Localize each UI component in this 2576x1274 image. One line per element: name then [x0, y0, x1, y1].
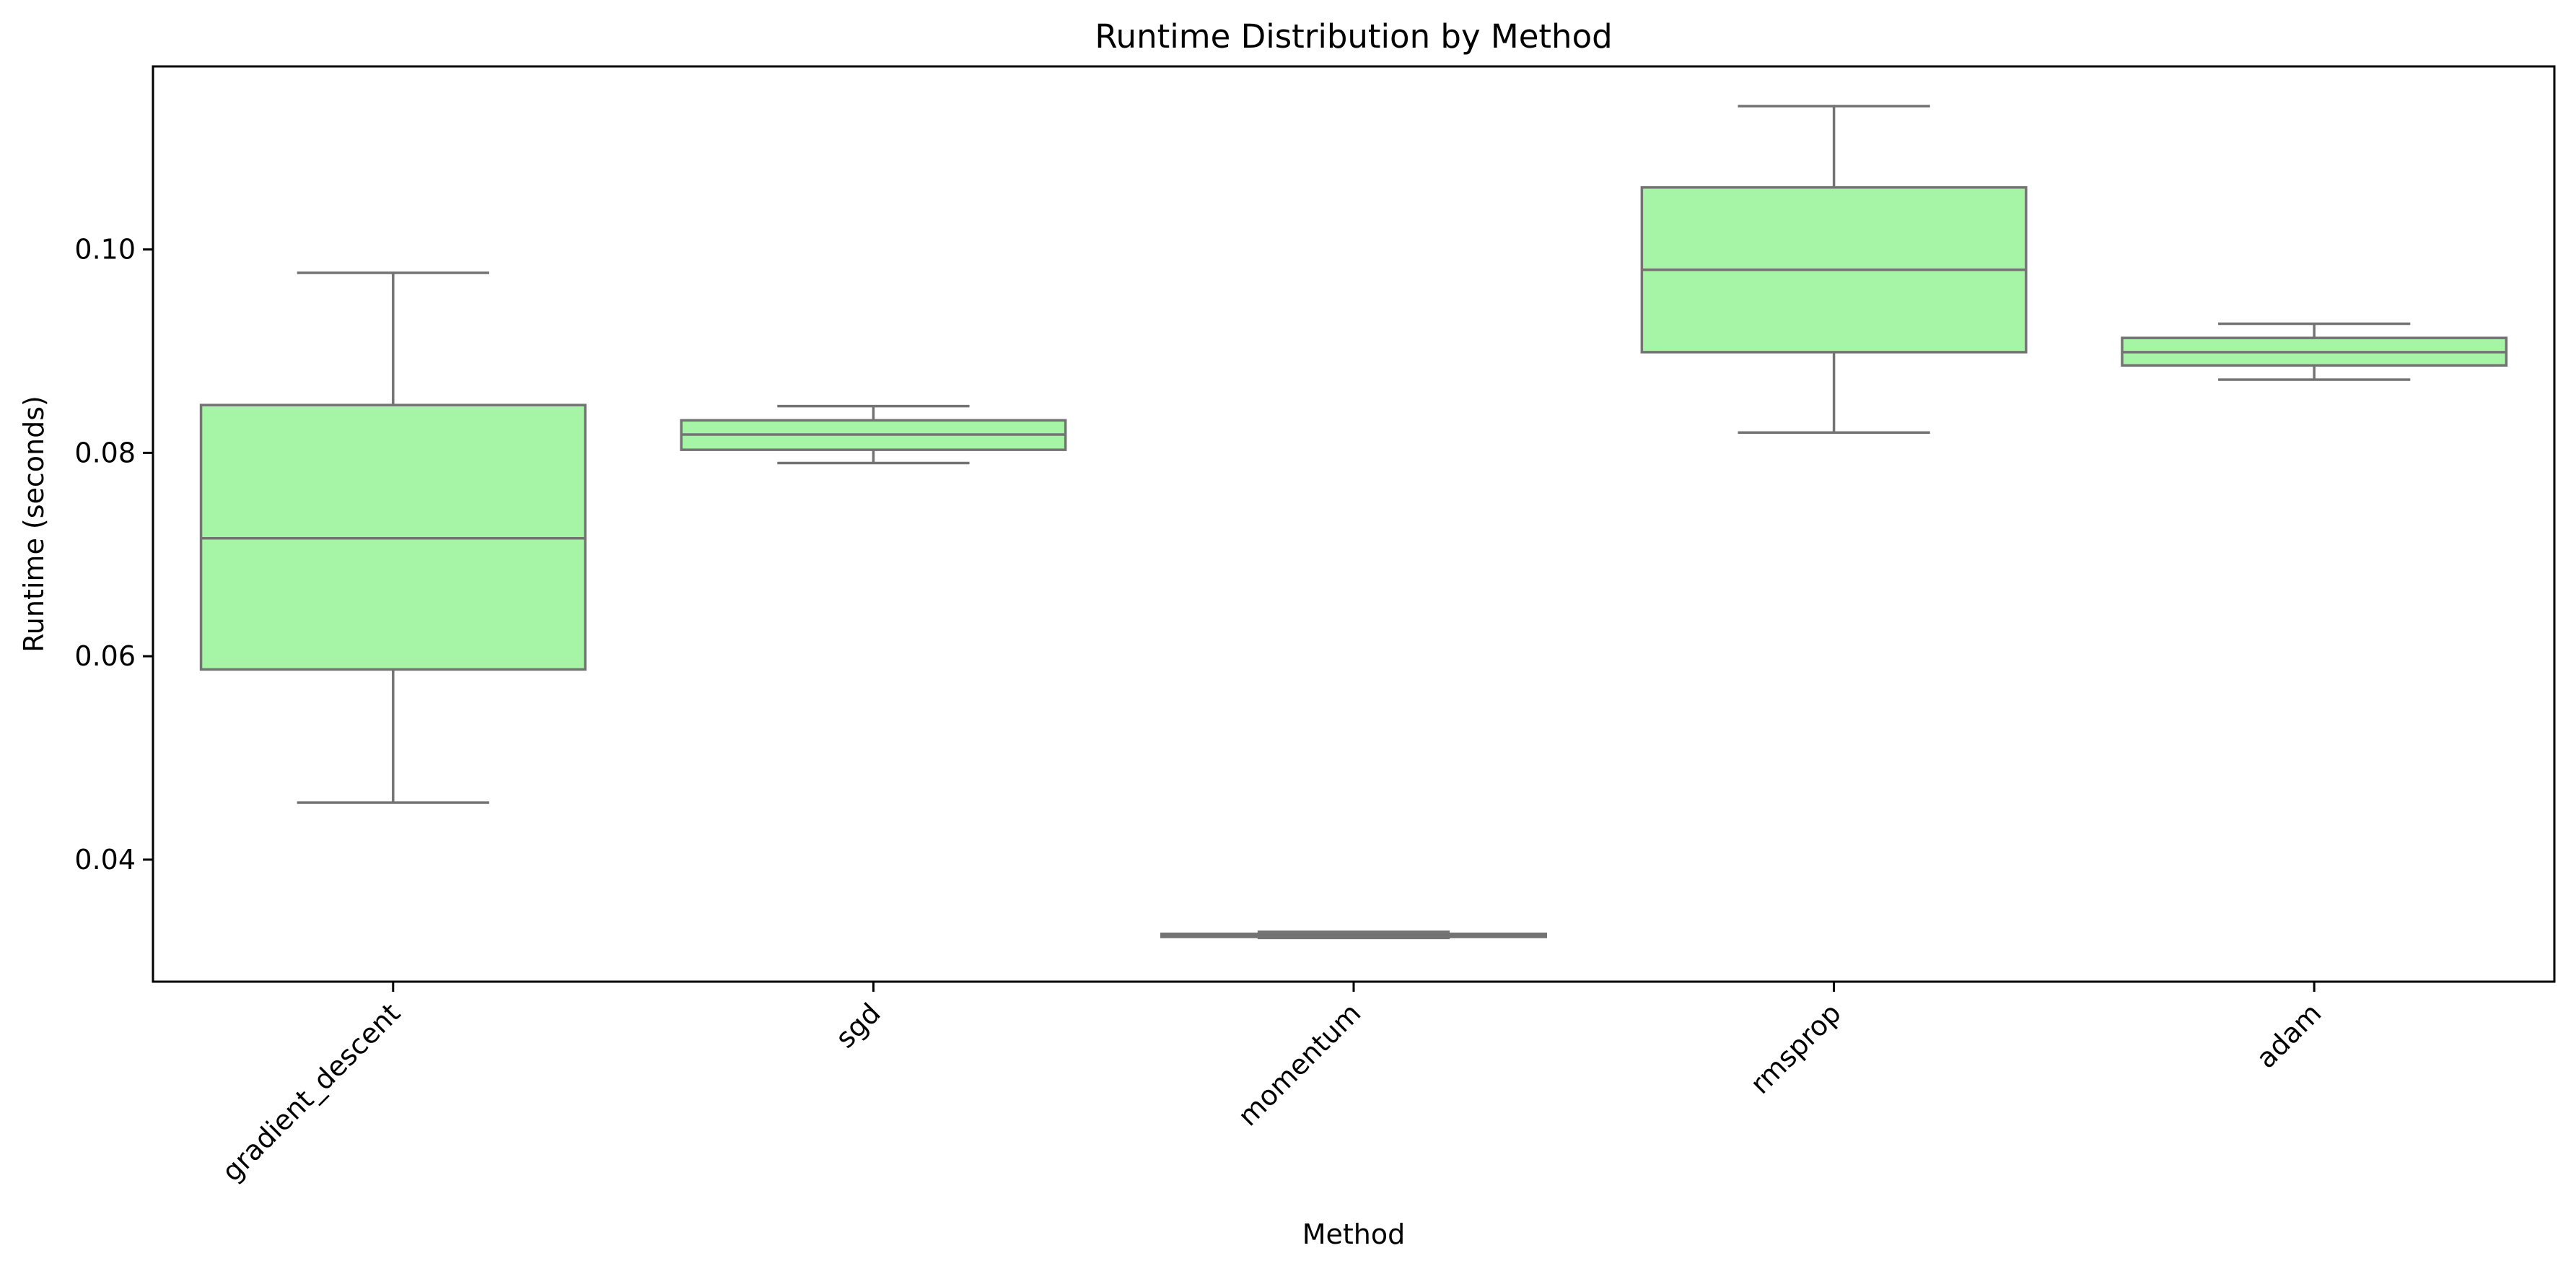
y-tick-label: 0.04: [74, 844, 136, 876]
y-tick-label: 0.10: [74, 234, 136, 266]
x-tick-label: momentum: [1232, 997, 1367, 1132]
x-tick-label: gradient_descent: [216, 997, 406, 1187]
box-adam: [2121, 322, 2508, 381]
y-axis: 0.04 0.06 0.08 0.10: [74, 234, 153, 876]
y-axis-label: Runtime (seconds): [18, 396, 50, 653]
box-gradient_descent: [199, 271, 587, 804]
x-tick-label: adam: [2250, 997, 2327, 1074]
x-tick-label: sgd: [830, 997, 887, 1054]
plot-area: [199, 105, 2508, 940]
box-rmsprop: [1640, 105, 2028, 434]
box-momentum: [1160, 930, 1547, 940]
x-axis-label: Method: [1302, 1218, 1406, 1250]
x-tick-label: rmsprop: [1744, 997, 1847, 1100]
y-tick-label: 0.08: [74, 437, 136, 468]
chart-title: Runtime Distribution by Method: [1095, 17, 1612, 56]
x-axis: gradient_descent sgd momentum rmsprop adam: [216, 982, 2328, 1187]
y-tick-label: 0.06: [74, 640, 136, 672]
box-sgd: [680, 404, 1067, 465]
